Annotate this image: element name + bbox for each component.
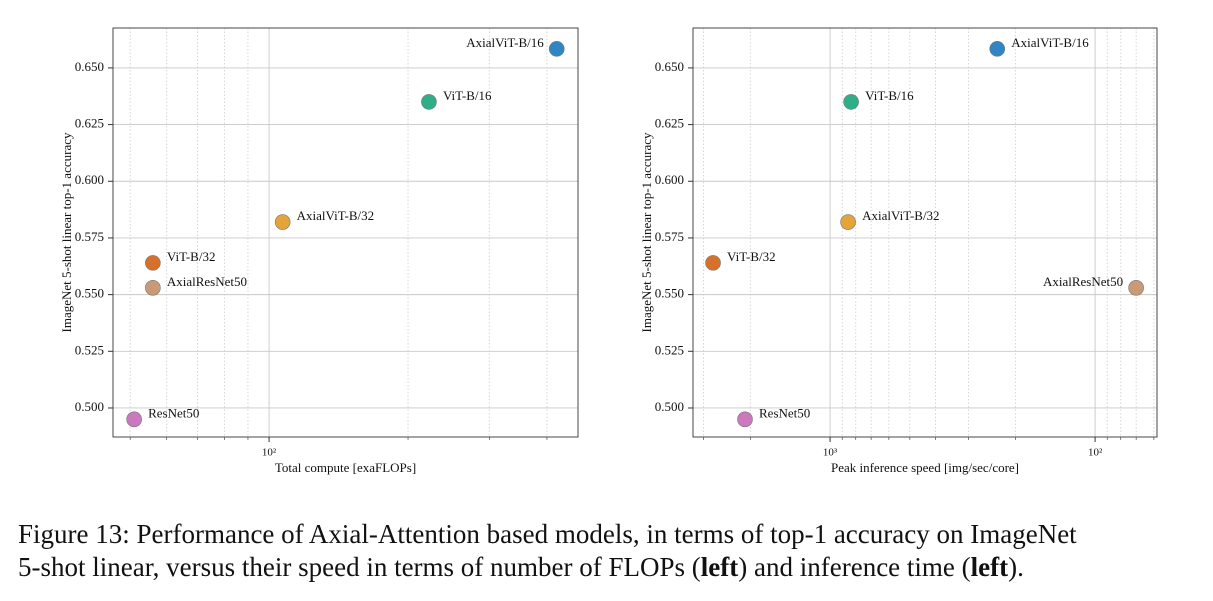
point [840, 214, 856, 230]
caption-text: 5-shot linear, versus their speed in ter… [18, 552, 701, 582]
y-tick-label: 0.600 [655, 172, 684, 187]
point-label: AxialResNet50 [1043, 274, 1123, 289]
y-tick-label: 0.575 [655, 229, 684, 244]
point [548, 41, 565, 57]
y-axis-label: ImageNet 5-shot linear top-1 accuracy [59, 132, 74, 332]
point [126, 411, 142, 428]
point [145, 255, 161, 271]
point-label: ViT-B/16 [865, 88, 914, 103]
point-label: ResNet50 [759, 405, 810, 420]
point [737, 411, 753, 428]
point-label: AxialResNet50 [167, 274, 247, 289]
caption-text: ). [1008, 552, 1024, 582]
plot-frame [112, 27, 579, 438]
point-label: ResNet50 [148, 405, 199, 420]
y-tick-label: 0.650 [75, 59, 104, 74]
point [843, 94, 859, 110]
point [145, 280, 161, 296]
y-tick-label: 0.525 [75, 342, 104, 357]
caption-bold: left [700, 552, 739, 582]
point [421, 94, 437, 110]
point [705, 255, 721, 271]
point-label: AxialViT-B/16 [1011, 35, 1089, 50]
caption-text: Figure 13: Performance of Axial-Attentio… [18, 519, 1077, 549]
y-tick-label: 0.600 [75, 172, 104, 187]
point-label: AxialViT-B/32 [297, 208, 374, 223]
x-axis-label: Total compute [exaFLOPs] [275, 460, 416, 475]
plot-frame [692, 27, 1158, 438]
point [989, 41, 1006, 57]
figure: 10² 0.500 0.525 0.550 0.575 0.600 0.625 0.650 To… [59, 27, 1158, 475]
y-tick-label: 0.500 [655, 399, 684, 414]
caption: Figure 13: Performance of Axial-Attentio… [18, 518, 1208, 584]
point-label: ViT-B/32 [727, 249, 776, 264]
y-tick-label: 0.550 [75, 286, 104, 301]
y-tick-label: 0.625 [75, 116, 104, 131]
x-tick-label: 10² [262, 447, 277, 459]
caption-bold: left [970, 552, 1009, 582]
point-label: AxialViT-B/16 [466, 35, 544, 50]
y-tick-label: 0.500 [75, 399, 104, 414]
x-tick-label: 10³ [823, 447, 838, 459]
x-tick-label: 10² [1088, 447, 1103, 459]
y-tick-label: 0.550 [655, 286, 684, 301]
y-tick-label: 0.575 [75, 229, 104, 244]
point-label: AxialViT-B/32 [862, 208, 939, 223]
x-axis-label: Peak inference speed [img/sec/core] [831, 460, 1019, 475]
y-tick-label: 0.650 [655, 59, 684, 74]
point [274, 214, 291, 230]
point-label: ViT-B/32 [167, 249, 216, 264]
y-tick-label: 0.625 [655, 116, 684, 131]
y-axis-label: ImageNet 5-shot linear top-1 accuracy [639, 132, 654, 332]
y-tick-label: 0.525 [655, 342, 684, 357]
point-label: ViT-B/16 [443, 88, 492, 103]
caption-text: ) and inference time ( [738, 552, 971, 582]
point [1128, 280, 1144, 296]
